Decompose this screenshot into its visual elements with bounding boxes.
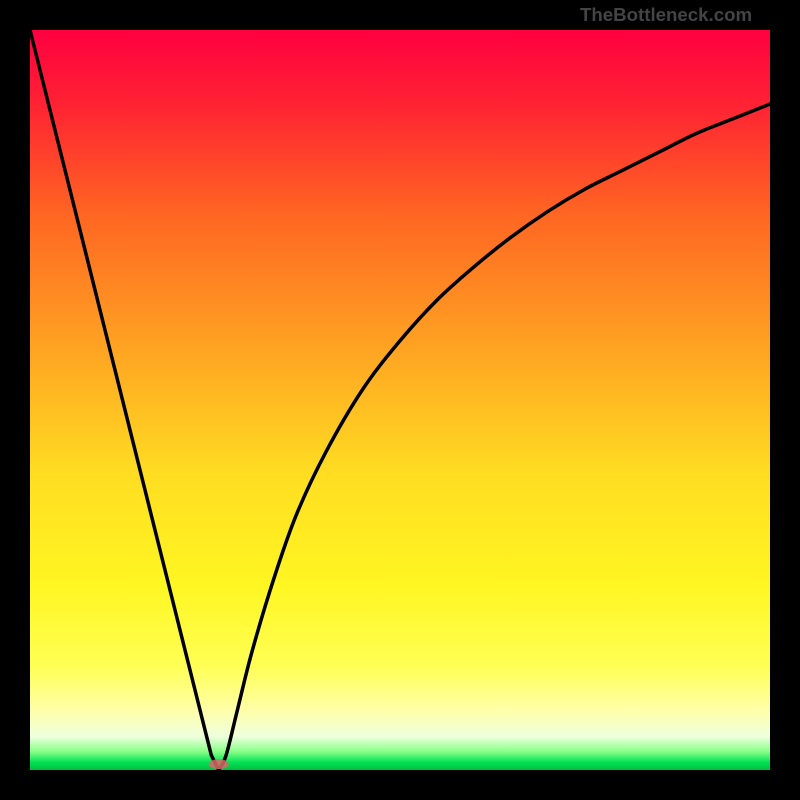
chart-container: TheBottleneck.com [0, 0, 800, 800]
watermark-text: TheBottleneck.com [580, 4, 752, 26]
plot-frame [30, 30, 770, 770]
